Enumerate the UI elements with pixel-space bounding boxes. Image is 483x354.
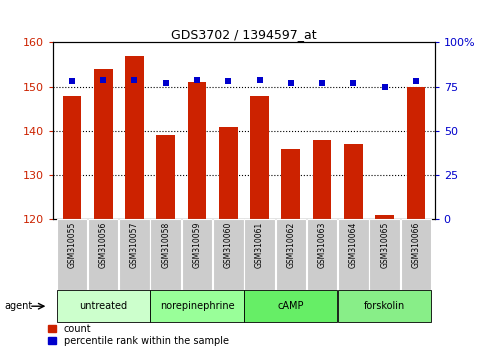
Bar: [219, 126, 238, 219]
Bar: [313, 140, 331, 219]
FancyBboxPatch shape: [244, 219, 275, 290]
Text: norepinephrine: norepinephrine: [160, 301, 234, 311]
FancyBboxPatch shape: [369, 219, 400, 290]
Text: GSM310056: GSM310056: [99, 222, 108, 268]
Bar: [282, 149, 300, 219]
Text: GSM310057: GSM310057: [130, 222, 139, 268]
Text: forskolin: forskolin: [364, 301, 405, 311]
Point: [350, 80, 357, 86]
FancyBboxPatch shape: [338, 290, 431, 322]
FancyBboxPatch shape: [119, 219, 150, 290]
Text: cAMP: cAMP: [278, 301, 304, 311]
FancyBboxPatch shape: [400, 219, 431, 290]
Text: GSM310058: GSM310058: [161, 222, 170, 268]
FancyBboxPatch shape: [244, 290, 338, 322]
Legend: count, percentile rank within the sample: count, percentile rank within the sample: [48, 324, 229, 346]
Text: untreated: untreated: [79, 301, 127, 311]
Text: GSM310064: GSM310064: [349, 222, 358, 268]
FancyBboxPatch shape: [338, 219, 369, 290]
Point: [256, 77, 263, 82]
Text: GSM310055: GSM310055: [68, 222, 76, 268]
FancyBboxPatch shape: [57, 219, 87, 290]
Point: [162, 80, 170, 86]
Text: GSM310065: GSM310065: [380, 222, 389, 268]
Bar: [156, 135, 175, 219]
Bar: [250, 96, 269, 219]
Point: [193, 77, 201, 82]
Point: [99, 77, 107, 82]
Bar: [62, 96, 81, 219]
FancyBboxPatch shape: [307, 219, 338, 290]
Text: GSM310063: GSM310063: [318, 222, 327, 268]
FancyBboxPatch shape: [213, 219, 243, 290]
Text: GSM310060: GSM310060: [224, 222, 233, 268]
Point: [412, 79, 420, 84]
Bar: [344, 144, 363, 219]
Text: GSM310061: GSM310061: [255, 222, 264, 268]
FancyBboxPatch shape: [57, 290, 150, 322]
Text: GSM310062: GSM310062: [286, 222, 295, 268]
Bar: [375, 215, 394, 219]
FancyBboxPatch shape: [182, 219, 213, 290]
Point: [68, 79, 76, 84]
FancyBboxPatch shape: [88, 219, 118, 290]
Text: GSM310059: GSM310059: [193, 222, 201, 268]
Point: [287, 80, 295, 86]
FancyBboxPatch shape: [150, 290, 243, 322]
Text: GSM310066: GSM310066: [412, 222, 420, 268]
Point: [381, 84, 388, 90]
Point: [318, 80, 326, 86]
Bar: [94, 69, 113, 219]
Point: [225, 79, 232, 84]
Point: [130, 77, 138, 82]
FancyBboxPatch shape: [150, 219, 181, 290]
Bar: [407, 87, 426, 219]
FancyBboxPatch shape: [275, 219, 306, 290]
Bar: [125, 56, 144, 219]
Title: GDS3702 / 1394597_at: GDS3702 / 1394597_at: [171, 28, 317, 41]
Bar: [187, 82, 206, 219]
Text: agent: agent: [5, 301, 33, 311]
